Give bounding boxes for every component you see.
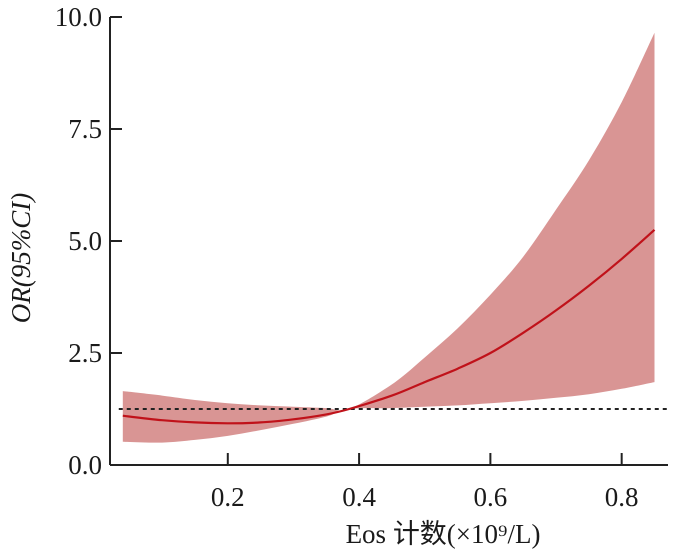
axes: 0.0 2.5 5.0 7.5 10.0 0.2 0.4 0.6 0.8 xyxy=(55,2,668,512)
y-tick-label: 0.0 xyxy=(68,450,102,480)
or-curve xyxy=(122,228,656,425)
y-axis-title: OR(95%CI) xyxy=(6,193,36,323)
confidence-band xyxy=(122,32,655,443)
y-tick-label: 2.5 xyxy=(68,338,102,368)
x-tick-label: 0.8 xyxy=(605,482,639,512)
x-axis-title: Eos 计数(×10⁹/L) xyxy=(346,519,541,549)
x-tick-label: 0.4 xyxy=(342,482,376,512)
x-tick-label: 0.2 xyxy=(211,482,245,512)
plot-area xyxy=(118,32,668,443)
y-tick-label: 5.0 xyxy=(68,226,102,256)
x-tick-label: 0.6 xyxy=(474,482,508,512)
y-tick-label: 7.5 xyxy=(68,114,102,144)
y-tick-label: 10.0 xyxy=(55,2,102,32)
